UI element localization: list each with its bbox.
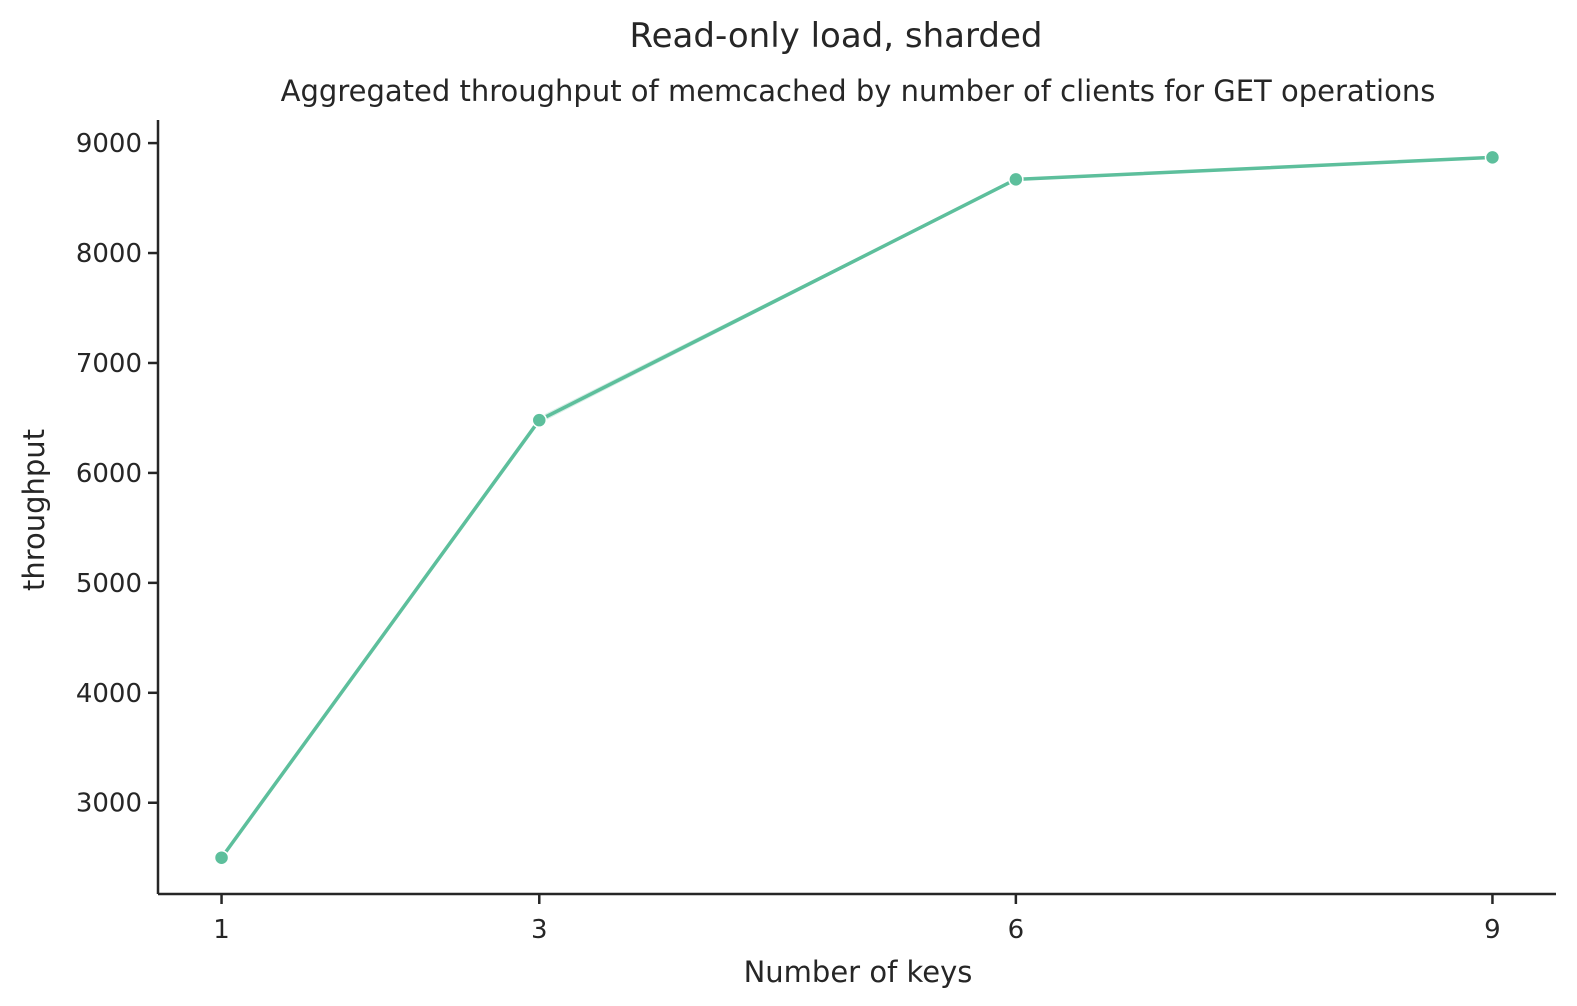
y-tick-label: 4000 bbox=[76, 679, 142, 709]
x-tick-label: 9 bbox=[1484, 915, 1501, 945]
data-point bbox=[213, 849, 230, 866]
y-tick-label: 6000 bbox=[76, 459, 142, 489]
series-layer bbox=[213, 149, 1501, 866]
data-point bbox=[1008, 171, 1024, 188]
y-tick-label: 7000 bbox=[76, 349, 142, 379]
y-axis-ticks: 3000 4000 5000 6000 7000 8000 9000 bbox=[76, 129, 158, 819]
series-line bbox=[220, 155, 1493, 859]
chart-subtitle: Aggregated throughput of memcached by nu… bbox=[281, 74, 1436, 108]
x-axis-ticks: 1 3 6 9 bbox=[213, 894, 1501, 945]
data-point bbox=[531, 412, 548, 428]
y-tick-label: 8000 bbox=[76, 239, 142, 269]
plot-area bbox=[213, 149, 1501, 866]
x-tick-label: 3 bbox=[531, 915, 548, 945]
x-tick-label: 6 bbox=[1008, 915, 1025, 945]
confidence-band-layer bbox=[221, 156, 1493, 859]
chart-title: Read-only load, sharded bbox=[630, 16, 1043, 56]
x-axis-label: Number of keys bbox=[744, 955, 973, 989]
y-tick-label: 5000 bbox=[76, 569, 142, 599]
y-axis-label: throughput bbox=[17, 429, 51, 591]
x-tick-label: 1 bbox=[213, 915, 230, 945]
confidence-band bbox=[221, 156, 1493, 859]
y-tick-label: 3000 bbox=[76, 789, 142, 819]
y-tick-label: 9000 bbox=[76, 129, 142, 159]
data-point bbox=[1484, 149, 1501, 166]
